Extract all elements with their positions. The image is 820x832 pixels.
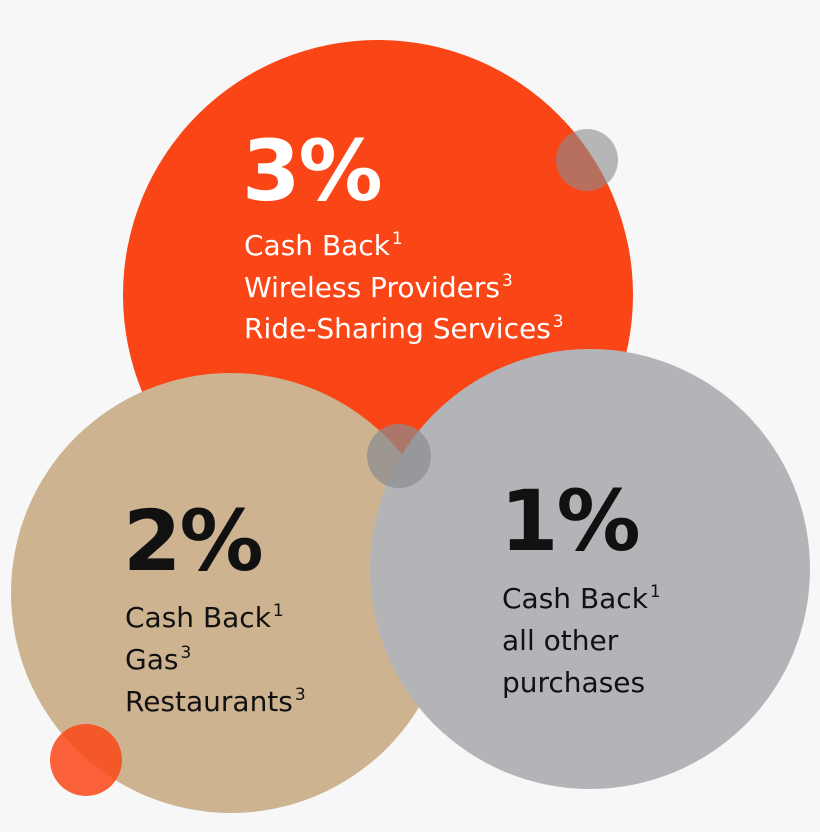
benefit-text: Cash Back [244,229,391,262]
benefit-line: Wireless Providers 3 [244,271,513,304]
gray-circle [370,349,810,789]
footnote-mark: 3 [502,271,513,291]
tan-circle [11,373,451,813]
benefit-line: purchases [502,666,645,699]
footnote-mark: 1 [650,582,661,602]
benefit-line: Cash Back 1 [502,582,661,615]
benefit-line: Gas 3 [125,643,191,676]
benefit-line: Ride-Sharing Services 3 [244,312,564,345]
rate: 1% [500,472,639,570]
footnote-mark: 3 [180,643,191,663]
benefit-text: Restaurants [125,685,293,718]
benefit-text: Cash Back [502,582,649,615]
benefit-text: all other [502,624,619,657]
rate: 3% [242,122,381,220]
footnote-mark: 1 [392,229,403,249]
footnote-mark: 3 [553,312,564,332]
benefit-line: all other [502,624,619,657]
benefit-text: Ride-Sharing Services [244,312,551,345]
small-gray-dot [556,129,618,191]
benefit-line: Cash Back 1 [125,601,284,634]
benefit-text: Gas [125,643,178,676]
benefit-text: Cash Back [125,601,272,634]
footnote-mark: 1 [273,601,284,621]
benefit-text: purchases [502,666,645,699]
small-gray-dot [367,424,431,488]
benefit-line: Cash Back 1 [244,229,403,262]
footnote-mark: 3 [295,685,306,705]
benefit-text: Wireless Providers [244,271,500,304]
small-orange-dot [50,724,122,796]
rate: 2% [123,492,262,590]
benefit-line: Restaurants 3 [125,685,306,718]
